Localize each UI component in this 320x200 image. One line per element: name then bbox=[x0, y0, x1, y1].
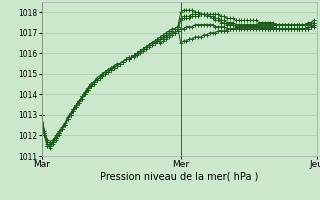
X-axis label: Pression niveau de la mer( hPa ): Pression niveau de la mer( hPa ) bbox=[100, 172, 258, 182]
